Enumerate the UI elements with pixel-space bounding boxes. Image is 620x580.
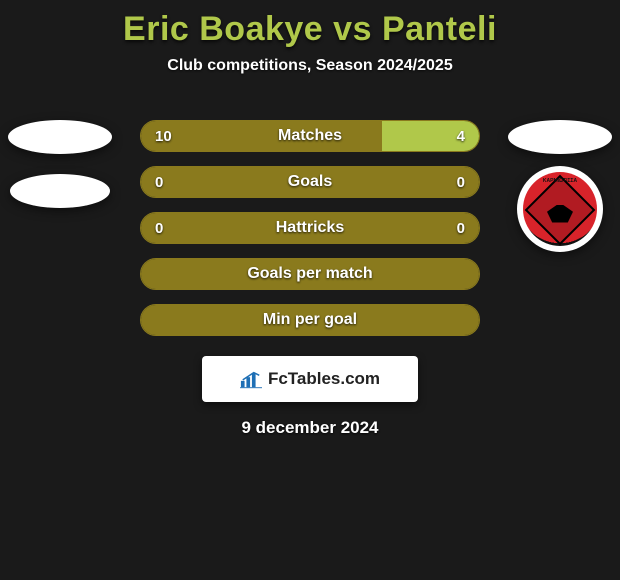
player2-name: Panteli — [382, 10, 497, 48]
bar-list: 104Matches 00Goals 00Hattricks Goals per ma… — [140, 120, 480, 350]
bar-chart-icon — [240, 369, 262, 389]
stat-row: 00Hattricks — [140, 212, 480, 244]
crest-label: ΚΑΡΜΙΩΤΙΣΣΑ — [523, 178, 597, 184]
site-badge[interactable]: FcTables.com — [202, 356, 418, 402]
stat-left-value — [141, 305, 479, 335]
date-text: 9 december 2024 — [0, 418, 620, 438]
club-crest-icon: ΚΑΡΜΙΩΤΙΣΣΑ — [523, 172, 597, 246]
vs-text: vs — [333, 10, 372, 48]
footer-area: FcTables.com 9 december 2024 — [0, 356, 620, 438]
stat-row: 00Goals — [140, 166, 480, 198]
subtitle: Club competitions, Season 2024/2025 — [0, 57, 620, 75]
left-badge-column — [0, 120, 120, 208]
stat-right-value: 0 — [457, 213, 465, 243]
stat-row: Min per goal — [140, 304, 480, 336]
stat-row: Goals per match — [140, 258, 480, 290]
stat-left-value: 0 — [141, 213, 479, 243]
player1-name: Eric Boakye — [123, 10, 323, 48]
player2-club-badge-2: ΚΑΡΜΙΩΤΙΣΣΑ — [517, 166, 603, 252]
stat-right-value: 4 — [382, 121, 479, 151]
stat-right-value: 0 — [457, 167, 465, 197]
stat-left-value: 10 — [141, 121, 382, 151]
right-badge-column: ΚΑΡΜΙΩΤΙΣΣΑ — [500, 120, 620, 252]
player1-club-badge-2 — [10, 174, 110, 208]
stat-left-value: 0 — [141, 167, 479, 197]
site-name: FcTables.com — [268, 369, 380, 389]
page-title: Eric Boakye vs Panteli — [0, 0, 620, 49]
stat-row: 104Matches — [140, 120, 480, 152]
player1-club-badge-1 — [8, 120, 112, 154]
stat-left-value — [141, 259, 479, 289]
player2-club-badge-1 — [508, 120, 612, 154]
